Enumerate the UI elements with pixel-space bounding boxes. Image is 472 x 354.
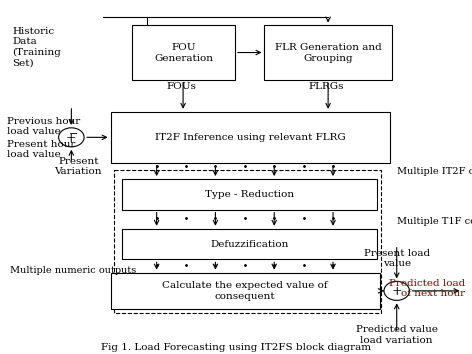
- Text: Defuzzification: Defuzzification: [211, 240, 289, 249]
- Bar: [115, 170, 381, 313]
- Bar: [122, 229, 377, 259]
- Text: Type - Reduction: Type - Reduction: [205, 190, 294, 199]
- Text: Present hour
load value: Present hour load value: [7, 140, 75, 159]
- Text: Multiple T1F consequent outputs: Multiple T1F consequent outputs: [397, 217, 472, 226]
- Text: +: +: [66, 132, 76, 144]
- Bar: [264, 25, 392, 80]
- Text: IT2F Inference using relevant FLRG: IT2F Inference using relevant FLRG: [155, 133, 346, 142]
- Text: Multiple IT2F consequent outputs: Multiple IT2F consequent outputs: [397, 167, 472, 176]
- Text: Present load
value: Present load value: [363, 249, 430, 268]
- Bar: [110, 273, 380, 309]
- Text: FOUs: FOUs: [166, 82, 196, 91]
- Text: Fig 1. Load Forecasting using IT2FS block diagram: Fig 1. Load Forecasting using IT2FS bloc…: [101, 343, 371, 353]
- Text: +: +: [391, 285, 402, 298]
- Bar: [110, 112, 390, 163]
- Text: FLR Generation and
Grouping: FLR Generation and Grouping: [275, 43, 381, 63]
- Text: Predicted load
of next hour: Predicted load of next hour: [389, 279, 465, 298]
- Text: −: −: [68, 129, 78, 139]
- Text: Historic
Data
(Training
Set): Historic Data (Training Set): [13, 27, 61, 67]
- Text: Calculate the expected value of
consequent: Calculate the expected value of conseque…: [162, 281, 328, 301]
- Text: Present
Variation: Present Variation: [54, 157, 102, 176]
- Text: Predicted value
load variation: Predicted value load variation: [356, 325, 438, 344]
- Text: Previous hour
load value: Previous hour load value: [7, 117, 80, 136]
- Bar: [122, 179, 377, 210]
- Text: FOU
Generation: FOU Generation: [154, 43, 213, 63]
- Text: FLRGs: FLRGs: [308, 82, 344, 91]
- Bar: [132, 25, 235, 80]
- Text: Multiple numeric outputs: Multiple numeric outputs: [9, 266, 136, 275]
